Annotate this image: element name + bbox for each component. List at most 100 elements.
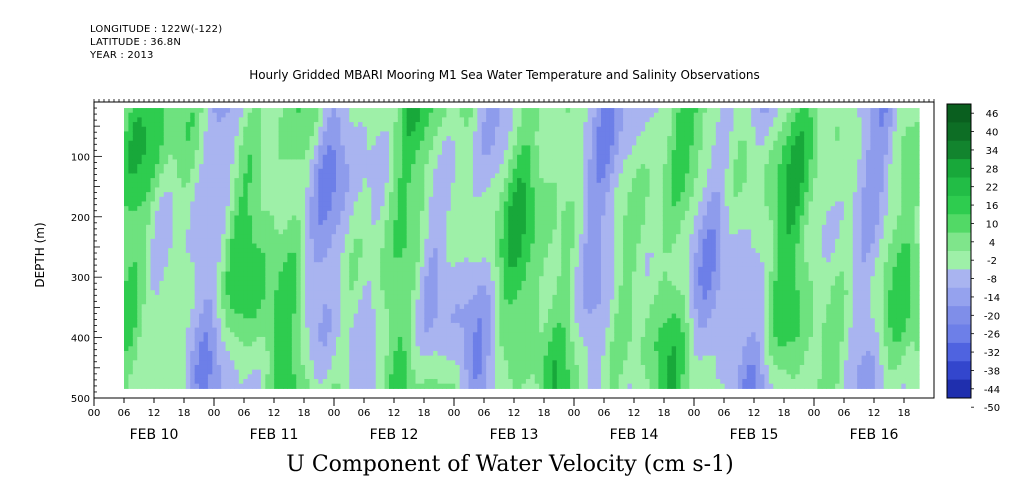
heatmap-cell (154, 355, 160, 361)
heatmap-cell (433, 374, 439, 380)
heatmap-cell (225, 369, 231, 375)
heatmap-cell (406, 122, 412, 128)
heatmap-cell (234, 154, 240, 161)
heatmap-cell (336, 238, 342, 245)
heatmap-cell (336, 374, 342, 380)
heatmap-cell (159, 164, 165, 170)
heatmap-cell (358, 350, 364, 357)
heatmap-cell (419, 234, 425, 240)
heatmap-cell (247, 131, 253, 137)
heatmap-cell (300, 332, 306, 338)
heatmap-cell (194, 154, 200, 161)
heatmap-cell (154, 187, 160, 193)
heatmap-cell (419, 178, 425, 184)
heatmap-cell (437, 299, 443, 305)
heatmap-cell (327, 196, 333, 203)
heatmap-cell (146, 224, 152, 231)
heatmap-cell (247, 350, 253, 357)
heatmap-cell (163, 285, 169, 291)
heatmap-cell (309, 336, 315, 343)
heatmap-cell (234, 112, 240, 118)
heatmap-cell (344, 215, 350, 221)
heatmap-cell (327, 299, 333, 305)
heatmap-cell (455, 364, 461, 371)
heatmap-cell (278, 210, 284, 217)
heatmap-cell (163, 360, 169, 366)
heatmap-cell (128, 126, 134, 132)
heatmap-cell (278, 164, 284, 170)
heatmap-cell (207, 271, 213, 277)
heatmap-cell (305, 206, 311, 212)
heatmap-cell (177, 350, 183, 357)
heatmap-cell (252, 234, 258, 240)
heatmap-cell (327, 374, 333, 380)
heatmap-cell (190, 168, 196, 175)
heatmap-cell (296, 187, 302, 193)
heatmap-cell (349, 369, 355, 375)
heatmap-cell (212, 355, 218, 361)
heatmap-cell (225, 304, 231, 310)
heatmap-cell (415, 336, 421, 343)
heatmap-cell (424, 290, 430, 296)
heatmap-cell (318, 173, 324, 179)
heatmap-cell (331, 126, 337, 132)
heatmap-cell (375, 117, 381, 123)
heatmap-cell (318, 220, 324, 226)
heatmap-cell (411, 313, 417, 319)
heatmap-cell (331, 336, 337, 343)
heatmap-cell (172, 378, 178, 385)
heatmap-cell (472, 150, 478, 156)
heatmap-cell (124, 276, 130, 282)
heatmap-cell (300, 374, 306, 380)
heatmap-cell (371, 117, 377, 123)
heatmap-cell (344, 290, 350, 296)
heatmap-cell (331, 360, 337, 366)
heatmap-cell (216, 164, 222, 170)
heatmap-cell (455, 294, 461, 301)
heatmap-cell (459, 192, 465, 198)
heatmap-cell (291, 271, 297, 277)
heatmap-cell (141, 318, 147, 324)
heatmap-cell (353, 201, 359, 207)
heatmap-cell (190, 238, 196, 245)
heatmap-cell (230, 383, 236, 389)
heatmap-cell (397, 154, 403, 161)
heatmap-cell (353, 285, 359, 291)
heatmap-cell (247, 136, 253, 142)
heatmap-cell (154, 215, 160, 221)
heatmap-cell (336, 229, 342, 235)
heatmap-cell (296, 262, 302, 268)
heatmap-cell (283, 206, 289, 212)
heatmap-cell (278, 271, 284, 277)
heatmap-cell (203, 215, 209, 221)
heatmap-cell (428, 164, 434, 170)
heatmap-cell (406, 234, 412, 240)
heatmap-cell (446, 126, 452, 132)
heatmap-cell (411, 168, 417, 175)
heatmap-cell (486, 318, 492, 324)
heatmap-cell (490, 126, 496, 132)
heatmap-cell (481, 327, 487, 333)
heatmap-cell (177, 299, 183, 305)
heatmap-cell (221, 215, 227, 221)
heatmap-cell (300, 159, 306, 165)
heatmap-cell (265, 117, 271, 123)
heatmap-cell (384, 131, 390, 137)
heatmap-cell (146, 378, 152, 385)
heatmap-cell (428, 332, 434, 338)
heatmap-cell (247, 112, 253, 118)
heatmap-cell (327, 360, 333, 366)
heatmap-cell (349, 122, 355, 128)
heatmap-cell (406, 378, 412, 385)
heatmap-cell (141, 210, 147, 217)
heatmap-cell (212, 140, 218, 147)
heatmap-cell (349, 364, 355, 371)
heatmap-cell (344, 238, 350, 245)
heatmap-cell (247, 168, 253, 175)
heatmap-cell (305, 201, 311, 207)
heatmap-cell (172, 243, 178, 249)
heatmap-cell (247, 336, 253, 343)
heatmap-cell (344, 332, 350, 338)
heatmap-cell (291, 243, 297, 249)
heatmap-cell (203, 257, 209, 263)
